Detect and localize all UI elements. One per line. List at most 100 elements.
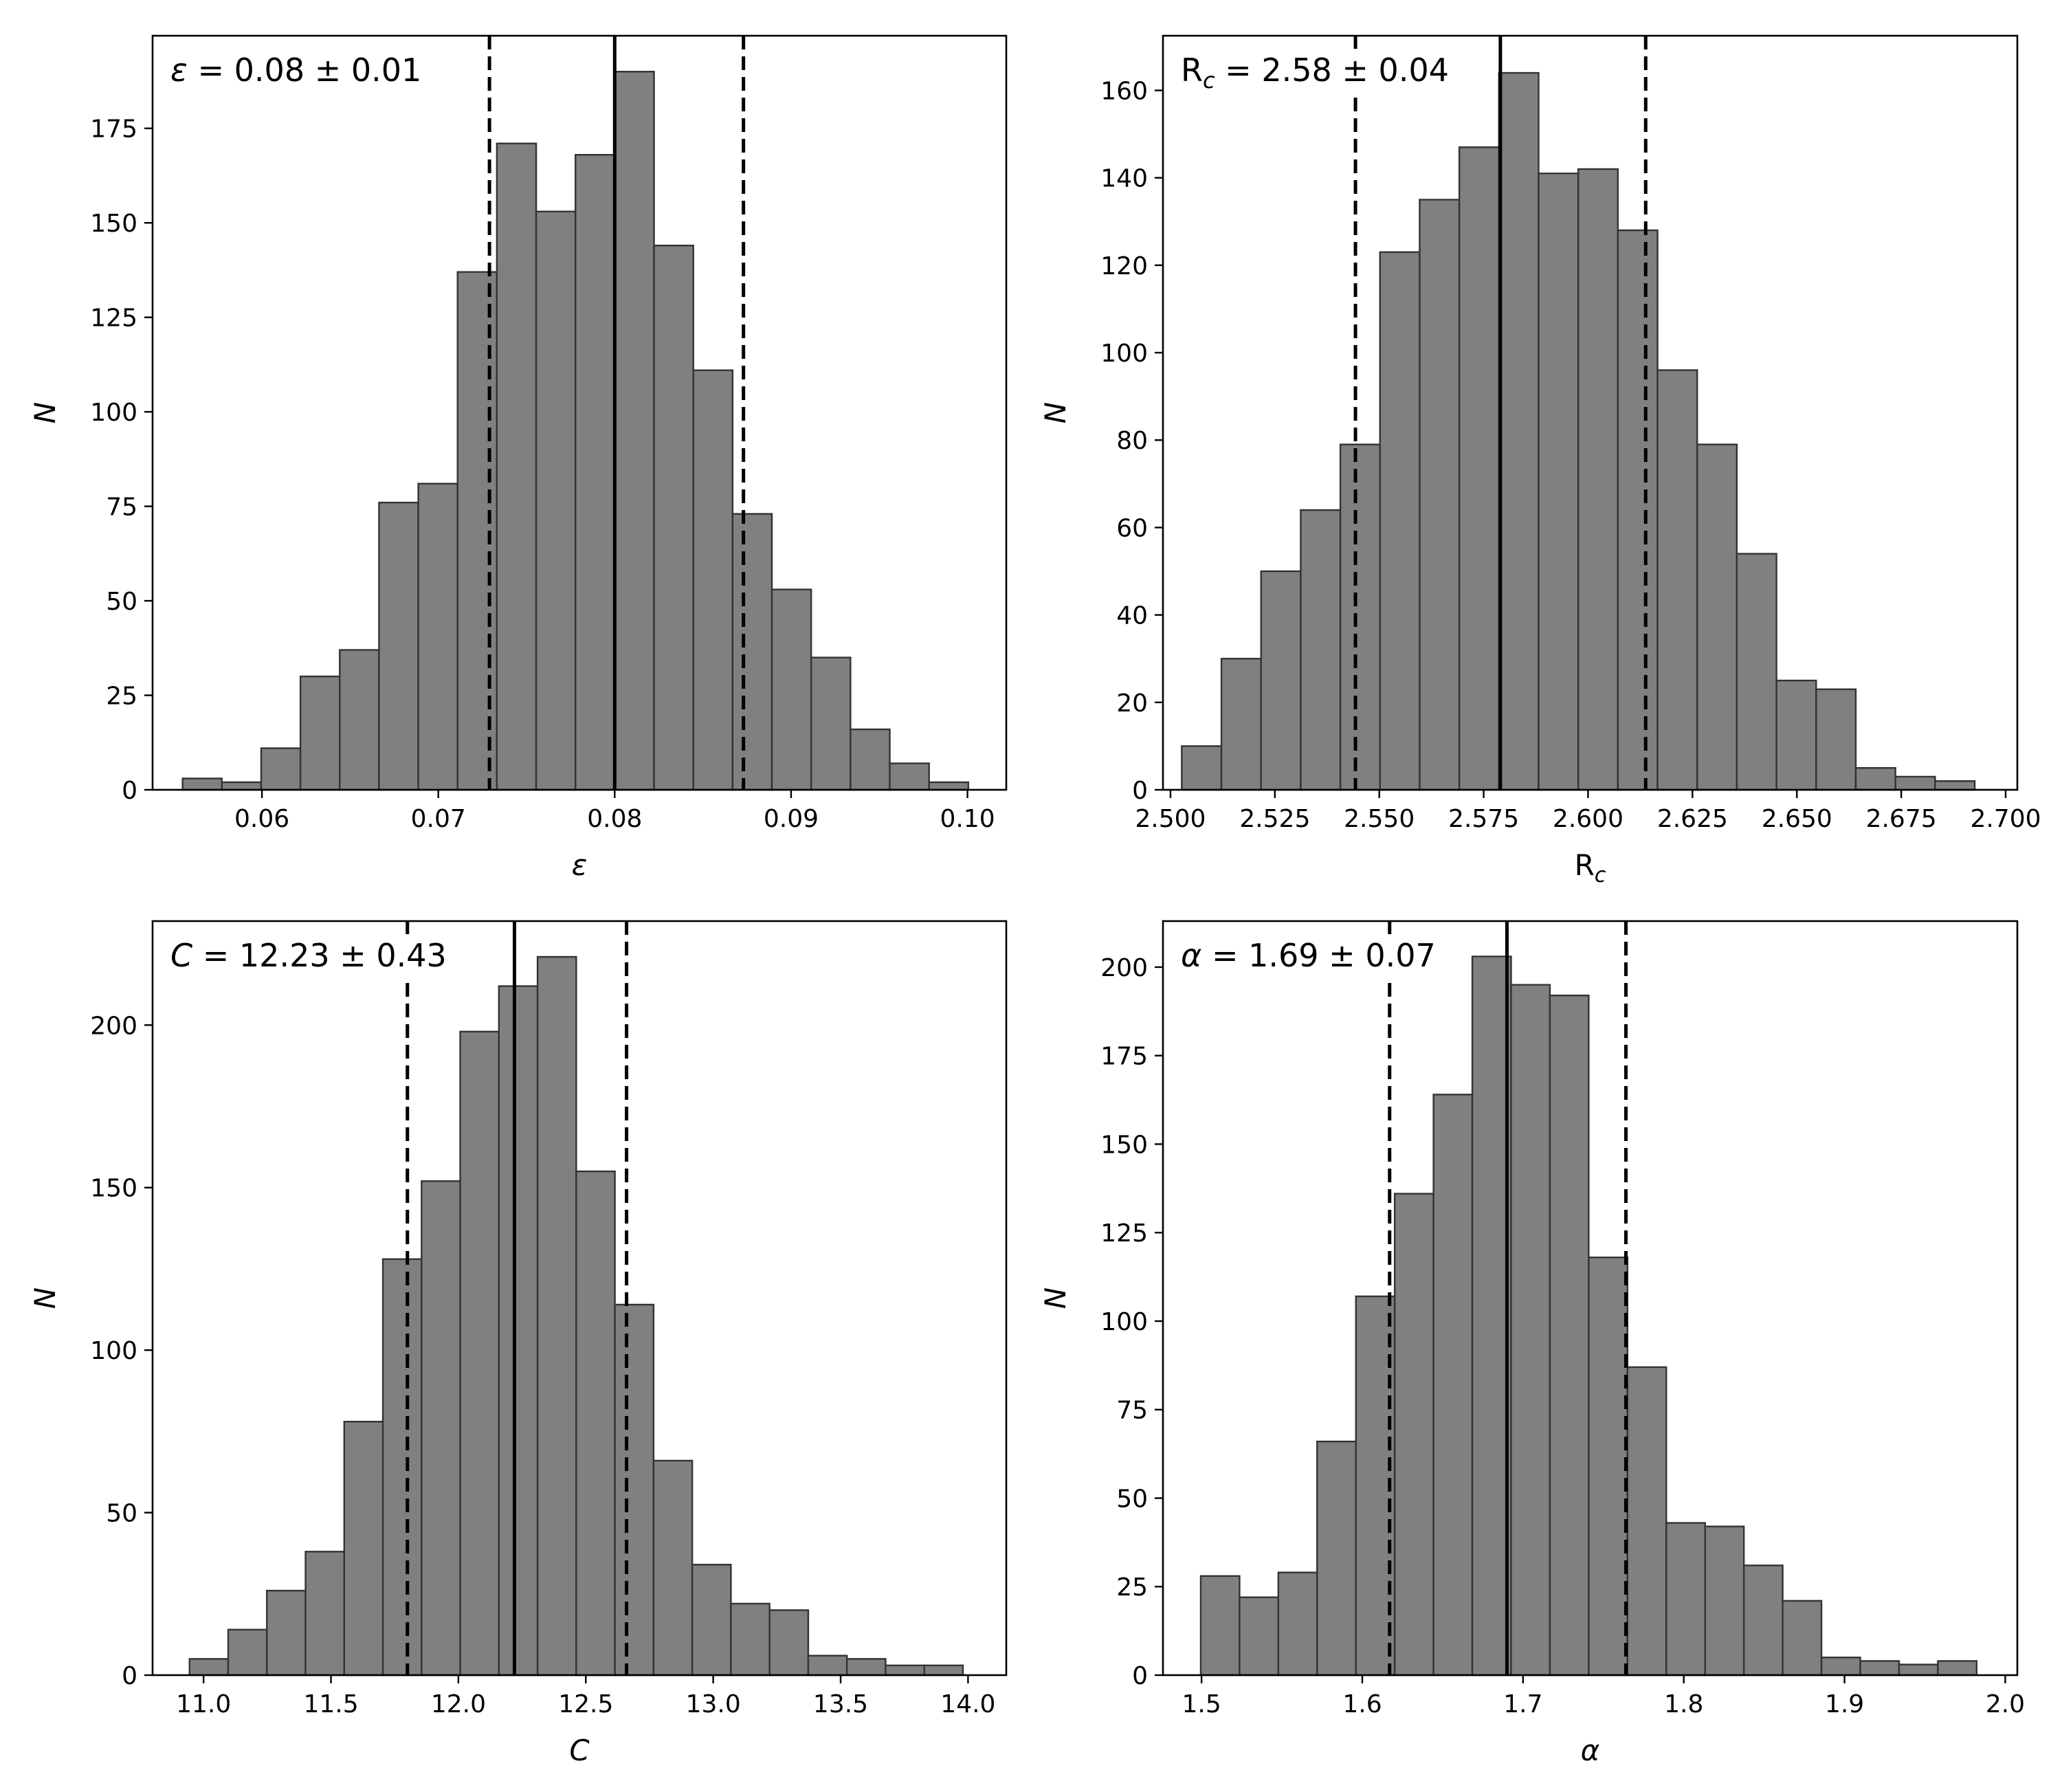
histogram-bar: [1934, 780, 1976, 791]
x-axis-label: ε: [572, 848, 588, 882]
histogram-bar: [339, 649, 380, 791]
x-tick-label: 2.550: [1344, 805, 1415, 833]
y-tick-label: 0: [1132, 1662, 1148, 1690]
histogram-bar: [1300, 509, 1342, 791]
histogram-bar: [807, 1655, 848, 1677]
x-tick-label: 11.0: [176, 1690, 231, 1718]
x-tick-label: 1.8: [1664, 1690, 1703, 1718]
histogram-bar: [1588, 1257, 1629, 1677]
y-tick-label: 0: [1132, 777, 1148, 805]
histogram-bar: [1742, 1564, 1784, 1677]
y-tick-label: 40: [1116, 602, 1148, 630]
y-tick-label: 60: [1116, 514, 1148, 542]
chart-panel-top-left: ε = 0.08 ± 0.01 0.06 0.07 0.08 0.09 0.10 0 25 50…: [28, 34, 1008, 882]
y-tick-label: 150: [90, 210, 137, 238]
histogram-bar: [889, 762, 930, 791]
x-tick-label: 2.600: [1553, 805, 1623, 833]
histogram-bar: [1181, 745, 1223, 791]
histogram-bar: [1538, 173, 1579, 791]
x-tick-label: 1.7: [1503, 1690, 1542, 1718]
histogram-bar: [1549, 994, 1590, 1677]
y-tick-label: 50: [1116, 1485, 1148, 1513]
y-tick-label: 200: [90, 1012, 137, 1040]
histogram-bar: [653, 244, 694, 791]
x-tick-label: 0.10: [940, 805, 995, 833]
annotation-background: [1177, 49, 1453, 96]
y-tick-label: 150: [90, 1175, 137, 1203]
axes-frame: [151, 34, 1008, 791]
x-axis-label: Rc: [1575, 848, 1606, 887]
y-tick-label: 0: [122, 1662, 137, 1690]
x-tick-label: 2.575: [1448, 805, 1519, 833]
histogram-bar: [304, 1551, 346, 1677]
y-tick-label: 100: [1100, 340, 1148, 368]
x-tick-label: 0.07: [411, 805, 466, 833]
x-tick-label: 0.09: [764, 805, 819, 833]
y-tick-label: 75: [1116, 1397, 1148, 1425]
histogram-bar: [692, 369, 734, 791]
histogram-bar: [221, 781, 263, 791]
histogram-bar: [575, 154, 616, 791]
histogram-bar: [1626, 1366, 1667, 1677]
histogram-bar: [1665, 1522, 1706, 1677]
x-tick-label: 2.0: [1986, 1690, 2025, 1718]
chart-panel-bottom-right: α = 1.69 ± 0.07 1.5 1.6 1.7 1.8 1.9 2.0 0 25 50 75…: [1039, 920, 2025, 1767]
histogram-bar: [266, 1589, 307, 1677]
histogram-bar: [459, 1030, 500, 1677]
histogram-bar: [417, 483, 458, 791]
histogram-bar: [496, 142, 537, 791]
x-tick-label: 0.08: [587, 805, 642, 833]
y-tick-label: 50: [106, 1500, 137, 1528]
y-axis-label: N: [28, 402, 62, 423]
histogram-bar: [1471, 955, 1512, 1677]
histogram-bar: [188, 1658, 230, 1677]
histogram-bar: [1815, 688, 1857, 791]
histogram-bar: [731, 513, 773, 791]
histogram-bar: [1339, 443, 1381, 791]
histogram-bar: [928, 781, 970, 791]
histogram-bar: [181, 777, 223, 791]
histogram-bar: [1894, 775, 1936, 791]
histogram-bar: [1199, 1575, 1241, 1677]
x-tick-label: 12.5: [558, 1690, 613, 1718]
y-tick-label: 140: [1100, 165, 1148, 193]
x-tick-label: 13.0: [686, 1690, 741, 1718]
histogram-bar: [498, 985, 539, 1677]
x-tick-label: 1.6: [1342, 1690, 1382, 1718]
y-tick-label: 25: [1116, 1573, 1148, 1602]
histogram-bar: [845, 1658, 887, 1677]
histogram-bar: [810, 656, 852, 791]
y-tick-label: 100: [90, 1337, 137, 1365]
histogram-bar: [1782, 1600, 1823, 1677]
y-tick-label: 80: [1116, 427, 1148, 455]
annotation-text: C = 12.23 ± 0.43: [170, 937, 447, 974]
histogram-bar: [1617, 229, 1659, 791]
histogram-bar: [1704, 1525, 1745, 1677]
histogram-bar: [378, 501, 419, 791]
y-tick-label: 125: [1100, 1219, 1148, 1248]
histogram-bar: [421, 1180, 461, 1677]
x-tick-label: 2.700: [1970, 805, 2041, 833]
y-tick-label: 175: [90, 115, 137, 144]
y-tick-label: 120: [1100, 252, 1148, 280]
x-tick-label: 2.675: [1866, 805, 1937, 833]
x-tick-label: 0.06: [234, 805, 289, 833]
histogram-bar: [1220, 658, 1262, 791]
histogram-bar: [1937, 1660, 1978, 1677]
histogram-bar: [260, 747, 302, 791]
histogram-bar: [1316, 1440, 1357, 1677]
axes-frame: [1162, 920, 2019, 1677]
histogram-bar: [771, 588, 812, 791]
y-tick-label: 175: [1100, 1043, 1148, 1071]
histogram-bar: [343, 1420, 384, 1677]
x-tick-label: 2.650: [1762, 805, 1832, 833]
histogram-bar: [1419, 199, 1461, 791]
y-tick-label: 75: [106, 494, 137, 522]
y-tick-label: 20: [1116, 689, 1148, 718]
histogram-bar: [1577, 168, 1619, 791]
annotation-text: α = 1.69 ± 0.07: [1181, 937, 1436, 974]
y-tick-label: 150: [1100, 1131, 1148, 1159]
annotation-background: [1177, 934, 1440, 977]
histogram-bar: [535, 210, 577, 791]
